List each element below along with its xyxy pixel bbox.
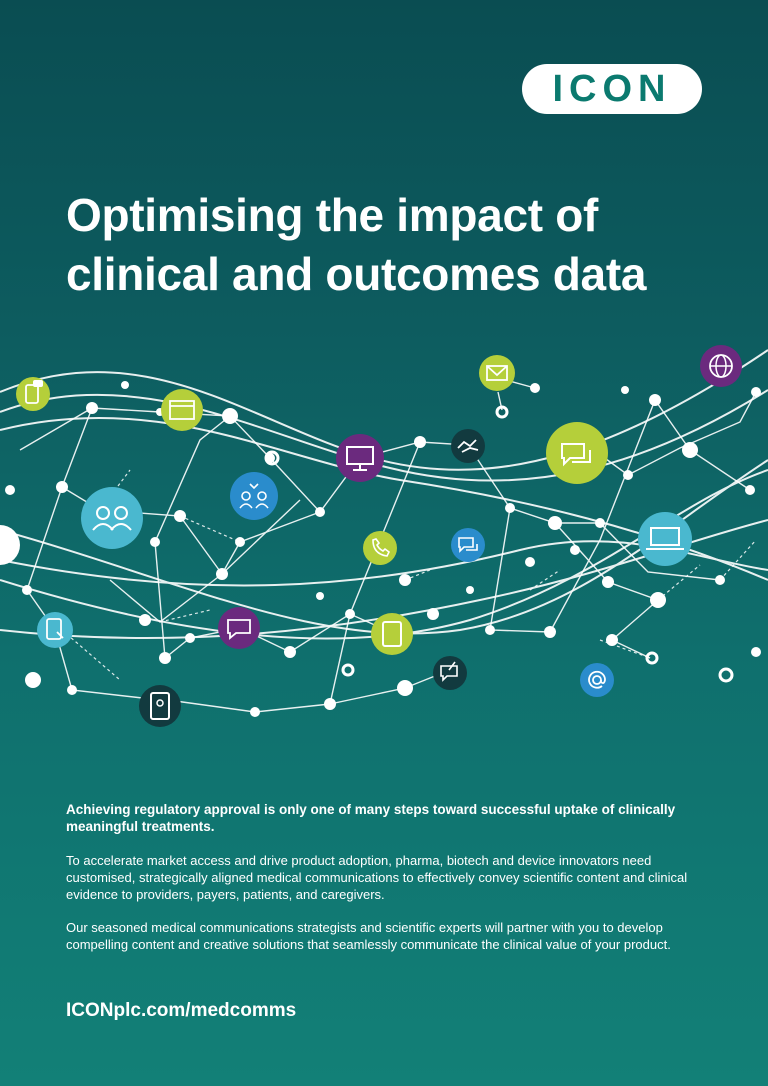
phone-message-icon (16, 377, 50, 411)
headline: Optimising the impact of clinical and ou… (66, 186, 746, 304)
chat-bubbles-icon (546, 422, 608, 484)
logo-pill (522, 64, 702, 114)
icon-logo: ICON (522, 64, 702, 114)
email-icon (479, 355, 515, 391)
laptop-icon (638, 512, 692, 566)
headline-line-2: clinical and outcomes data (66, 248, 647, 300)
browser-window-icon (161, 389, 203, 431)
body-paragraph-2: Our seasoned medical communications stra… (66, 920, 671, 952)
speech-bubbles-icon (451, 528, 485, 562)
network-illustration (0, 345, 768, 727)
lead-paragraph: Achieving regulatory approval is only on… (66, 802, 676, 834)
at-sign-icon (580, 663, 614, 697)
tablet-touch-icon (37, 612, 73, 648)
mobile-profile-icon (139, 685, 181, 727)
headline-line-1: Optimising the impact of (66, 189, 599, 241)
team-icon (81, 487, 143, 549)
chat-icon (218, 607, 260, 649)
phone-call-icon (363, 531, 397, 565)
website-link[interactable]: ICONplc.com/medcomms (66, 1000, 297, 1021)
handshake-icon (451, 429, 485, 463)
body-paragraph-1: To accelerate market access and drive pr… (66, 853, 688, 902)
tablet-icon (371, 613, 413, 655)
globe-icon (700, 345, 742, 387)
monitor-icon (336, 434, 384, 482)
logo-text: ICON (552, 67, 672, 110)
audience-icon (230, 472, 278, 520)
pen-chat-icon (433, 656, 467, 690)
